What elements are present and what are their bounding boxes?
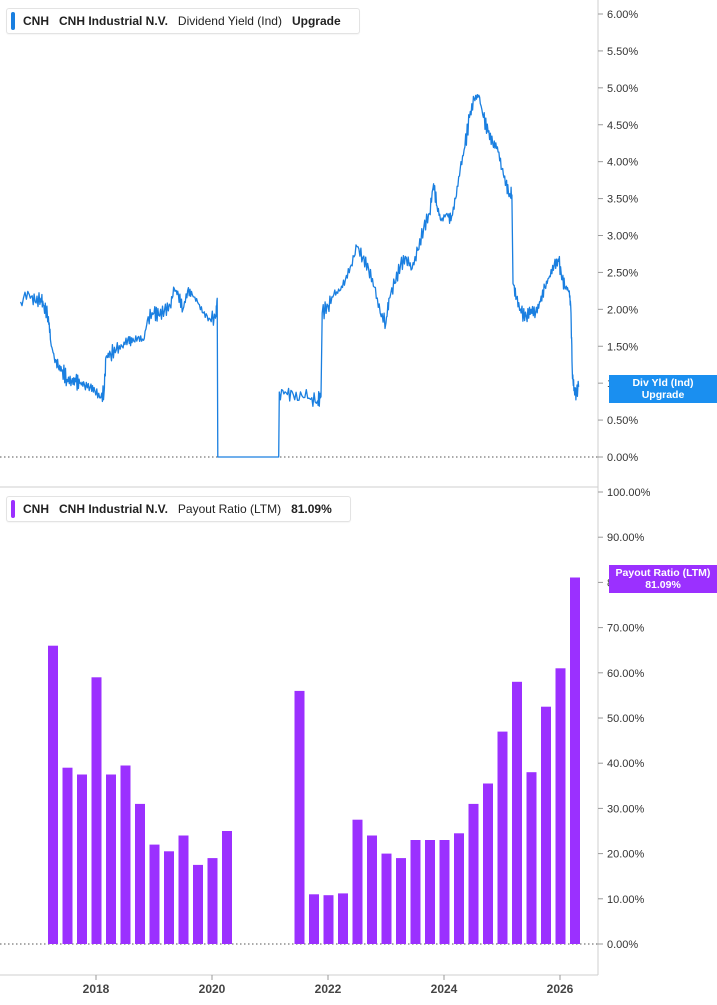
payout-ratio-bar bbox=[222, 831, 232, 944]
tag-line2: 81.09% bbox=[645, 579, 681, 591]
y-tick-label: 30.00% bbox=[607, 803, 645, 815]
payout-ratio-bar bbox=[555, 668, 566, 944]
dividend-yield-value-tag: Div Yld (Ind) Upgrade bbox=[609, 375, 717, 403]
payout-ratio-bar bbox=[425, 840, 435, 944]
legend-value: 81.09% bbox=[291, 502, 332, 516]
x-axis: 2018 2020 2022 2024 2026 bbox=[83, 975, 574, 996]
payout-ratio-bar bbox=[410, 840, 421, 944]
payout-ratio-bar bbox=[309, 894, 319, 944]
tag-line1: Payout Ratio (LTM) bbox=[615, 567, 711, 579]
payout-ratio-bar bbox=[120, 765, 131, 944]
payout-ratio-bar bbox=[207, 858, 218, 944]
legend-payout-ratio[interactable]: CNH CNH Industrial N.V. Payout Ratio (LT… bbox=[6, 496, 351, 522]
payout-ratio-bar-layer bbox=[48, 577, 580, 944]
legend-company: CNH Industrial N.V. bbox=[59, 502, 168, 516]
payout-ratio-bar bbox=[352, 819, 363, 944]
payout-ratio-bar bbox=[294, 690, 305, 944]
payout-ratio-bar bbox=[396, 858, 406, 944]
y-tick-label: 3.00% bbox=[607, 231, 638, 243]
x-tick-label: 2024 bbox=[431, 982, 458, 996]
y-tick-label: 60.00% bbox=[607, 668, 645, 680]
y-tick-label: 6.00% bbox=[607, 9, 638, 21]
payout-ratio-bar bbox=[439, 840, 450, 944]
payout-ratio-bar bbox=[483, 783, 493, 944]
payout-ratio-bar bbox=[48, 645, 58, 944]
tag-line1: Div Yld (Ind) bbox=[632, 377, 694, 389]
x-tick-label: 2026 bbox=[547, 982, 574, 996]
legend-ticker: CNH bbox=[23, 502, 49, 516]
payout-ratio-bar bbox=[512, 681, 522, 944]
y-tick-label: 5.50% bbox=[607, 46, 638, 58]
y-tick-label: 0.00% bbox=[607, 939, 638, 951]
payout-ratio-bar bbox=[91, 677, 102, 944]
grid-layer bbox=[0, 0, 599, 976]
payout-ratio-bar bbox=[135, 803, 145, 944]
y-tick-label: 20.00% bbox=[607, 849, 645, 861]
y-tick-label: 5.00% bbox=[607, 83, 638, 95]
payout-ratio-bar bbox=[367, 835, 377, 944]
dividend-yield-line-layer bbox=[19, 93, 580, 458]
payout-ratio-value-tag: Payout Ratio (LTM) 81.09% bbox=[609, 565, 717, 593]
legend-value[interactable]: Upgrade bbox=[291, 14, 341, 28]
y-axis-bottom: 0.00% 10.00% 20.00% 30.00% 40.00% 50.00% 60.00… bbox=[598, 487, 651, 951]
y-tick-label: 4.50% bbox=[607, 120, 638, 132]
payout-ratio-bar bbox=[323, 895, 334, 944]
payout-ratio-bar bbox=[193, 864, 203, 944]
y-tick-label: 1.50% bbox=[607, 341, 638, 353]
y-tick-label: 10.00% bbox=[607, 894, 645, 906]
y-tick-label: 2.00% bbox=[607, 304, 638, 316]
y-tick-label: 100.00% bbox=[607, 487, 651, 499]
dividend-yield-line bbox=[19, 93, 580, 458]
y-tick-label: 0.00% bbox=[607, 452, 638, 464]
payout-ratio-bar bbox=[454, 833, 464, 944]
legend-ticker: CNH bbox=[23, 14, 49, 28]
payout-ratio-bar bbox=[178, 835, 189, 944]
y-tick-label: 90.00% bbox=[607, 532, 645, 544]
y-tick-label: 50.00% bbox=[607, 713, 645, 725]
x-tick-label: 2020 bbox=[199, 982, 226, 996]
payout-ratio-bar bbox=[468, 803, 479, 944]
x-tick-label: 2022 bbox=[315, 982, 342, 996]
y-tick-label: 2.50% bbox=[607, 267, 638, 279]
payout-ratio-bar bbox=[570, 577, 580, 944]
payout-ratio-bar bbox=[164, 851, 174, 944]
payout-ratio-bar bbox=[62, 767, 73, 944]
legend-company: CNH Industrial N.V. bbox=[59, 14, 168, 28]
payout-ratio-bar bbox=[338, 893, 348, 944]
payout-ratio-bar bbox=[77, 774, 87, 944]
legend-dividend-yield[interactable]: CNH CNH Industrial N.V. Dividend Yield (… bbox=[6, 8, 360, 34]
legend-metric: Dividend Yield (Ind) bbox=[177, 14, 282, 28]
payout-ratio-bar bbox=[497, 731, 508, 944]
tag-line2: Upgrade bbox=[641, 389, 685, 401]
legend-metric: Payout Ratio (LTM) bbox=[177, 502, 282, 516]
y-tick-label: 0.50% bbox=[607, 415, 638, 427]
y-tick-label: 4.00% bbox=[607, 157, 638, 169]
legend-swatch bbox=[11, 12, 15, 30]
y-tick-label: 70.00% bbox=[607, 623, 645, 635]
y-tick-label: 3.50% bbox=[607, 194, 638, 206]
x-tick-label: 2018 bbox=[83, 982, 110, 996]
legend-swatch bbox=[11, 500, 15, 518]
payout-ratio-bar bbox=[149, 844, 160, 944]
payout-ratio-bar bbox=[526, 772, 537, 944]
payout-ratio-bar bbox=[541, 706, 551, 944]
payout-ratio-bar bbox=[106, 774, 116, 944]
payout-ratio-bar bbox=[381, 853, 392, 944]
y-tick-label: 40.00% bbox=[607, 758, 645, 770]
